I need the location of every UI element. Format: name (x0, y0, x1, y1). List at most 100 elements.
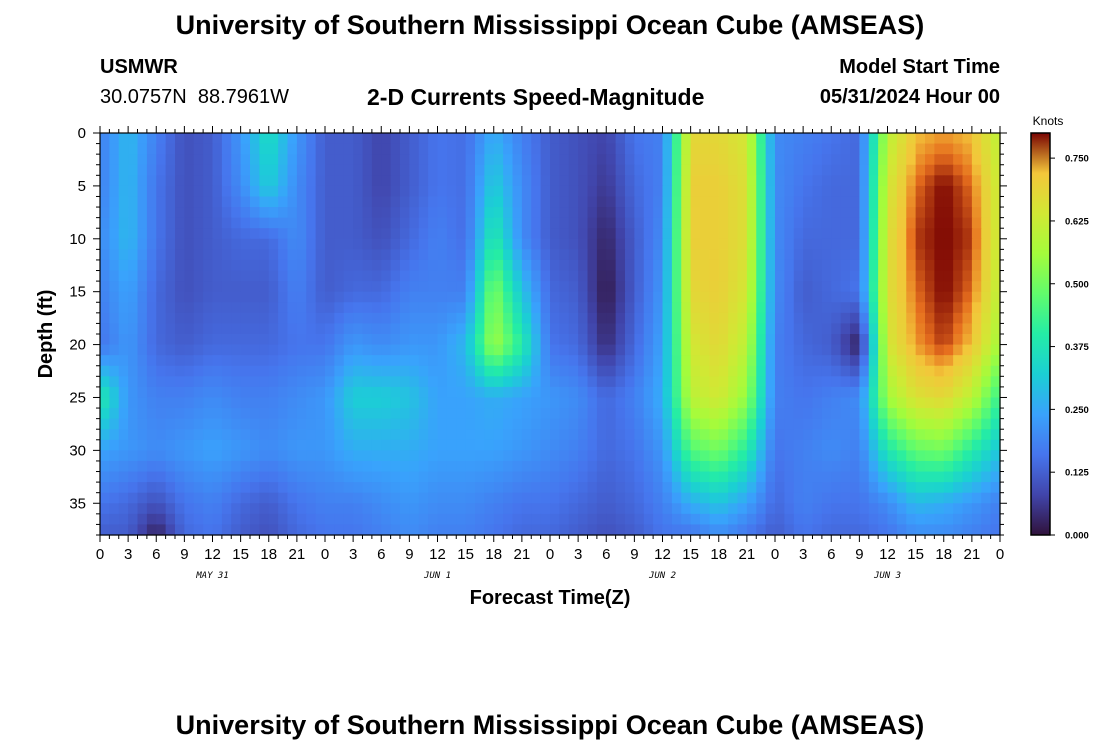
model-start-time: 05/31/2024 Hour 00 (819, 86, 1000, 108)
heatmap-cell (887, 397, 898, 409)
heatmap-cell (737, 164, 748, 176)
heatmap-cell (540, 365, 551, 377)
heatmap-cell (240, 323, 251, 335)
heatmap-cell (953, 164, 964, 176)
heatmap-cell (906, 154, 917, 166)
heatmap-cell (643, 376, 654, 388)
heatmap-cell (981, 270, 992, 282)
heatmap-cell (756, 460, 767, 473)
heatmap-cell (765, 302, 776, 314)
heatmap-cell (109, 386, 120, 399)
heatmap-cell (803, 482, 814, 494)
heatmap-cell (568, 312, 579, 325)
heatmap-cell (409, 249, 420, 261)
heatmap-cell (428, 439, 439, 451)
heatmap-cell (746, 281, 757, 293)
heatmap-cell (381, 249, 392, 261)
heatmap-cell (625, 238, 635, 250)
heatmap-cell (962, 503, 973, 515)
heatmap-cell (100, 185, 110, 198)
heatmap-cell (925, 164, 935, 176)
heatmap-cell (765, 460, 776, 473)
heatmap-cell (990, 323, 1001, 335)
heatmap-cell (306, 217, 317, 229)
heatmap-cell (803, 281, 814, 293)
heatmap-cell (203, 154, 214, 166)
heatmap-cell (671, 429, 682, 441)
heatmap-cell (259, 281, 270, 293)
heatmap-cell (915, 154, 926, 166)
heatmap-cell (156, 355, 167, 367)
heatmap-cell (859, 471, 870, 483)
colorbar-tick-label: 0.125 (1065, 468, 1089, 479)
heatmap-cell (193, 154, 204, 166)
heatmap-cell (746, 334, 757, 346)
heatmap-cell (803, 228, 814, 240)
heatmap-cell (681, 302, 692, 314)
heatmap-cell (390, 355, 401, 367)
heatmap-cell (737, 524, 748, 536)
heatmap-cell (831, 238, 842, 250)
heatmap-cell (756, 312, 767, 325)
heatmap-cell (456, 460, 467, 473)
heatmap-cell (578, 460, 589, 473)
heatmap-cell (493, 429, 504, 441)
heatmap-cell (165, 291, 176, 303)
heatmap-cell (859, 312, 870, 325)
heatmap-cell (259, 365, 270, 377)
heatmap-cell (259, 334, 270, 346)
heatmap-cell (812, 207, 823, 219)
heatmap-cell (559, 259, 570, 272)
heatmap-cell (296, 185, 307, 198)
heatmap-cell (465, 207, 476, 219)
heatmap-cell (746, 492, 757, 504)
heatmap-cell (765, 334, 776, 346)
heatmap-cell (812, 334, 823, 346)
heatmap-cell (109, 323, 120, 335)
heatmap-cell (475, 376, 485, 388)
heatmap-cell (250, 175, 260, 187)
heatmap-cell (465, 154, 476, 166)
heatmap-cell (334, 492, 345, 504)
heatmap-cell (193, 344, 204, 356)
heatmap-cell (503, 524, 514, 536)
heatmap-cell (690, 408, 701, 420)
heatmap-cell (156, 376, 167, 388)
heatmap-cell (700, 143, 710, 155)
heatmap-cell (146, 291, 157, 303)
heatmap-cell (409, 238, 420, 250)
heatmap-cell (625, 471, 635, 483)
heatmap-cell (596, 344, 607, 356)
heatmap-cell (381, 302, 392, 314)
heatmap-cell (493, 503, 504, 515)
heatmap-cell (559, 312, 570, 325)
heatmap-cell (934, 524, 945, 536)
heatmap-cell (343, 471, 354, 483)
heatmap-cell (334, 270, 345, 282)
heatmap-cell (118, 164, 129, 176)
heatmap-cell (175, 291, 185, 303)
heatmap-cell (325, 185, 335, 198)
heatmap-cell (446, 185, 457, 198)
heatmap-cell (306, 386, 317, 399)
heatmap-cell (943, 259, 954, 272)
heatmap-cell (662, 460, 673, 473)
heatmap-cell (475, 164, 485, 176)
heatmap-cell (118, 312, 129, 325)
heatmap-cell (765, 323, 776, 335)
heatmap-cell (681, 418, 692, 430)
heatmap-cell (784, 355, 795, 367)
heatmap-cell (531, 291, 542, 303)
heatmap-cell (418, 302, 429, 314)
heatmap-cell (456, 355, 467, 367)
heatmap-cell (325, 471, 335, 483)
heatmap-cell (831, 196, 842, 208)
heatmap-cell (540, 524, 551, 536)
heatmap-cell (540, 312, 551, 325)
heatmap-cell (550, 302, 560, 314)
heatmap-cell (765, 482, 776, 494)
heatmap-cell (465, 259, 476, 272)
heatmap-cell (437, 302, 448, 314)
heatmap-cell (484, 397, 495, 409)
heatmap-cell (418, 492, 429, 504)
